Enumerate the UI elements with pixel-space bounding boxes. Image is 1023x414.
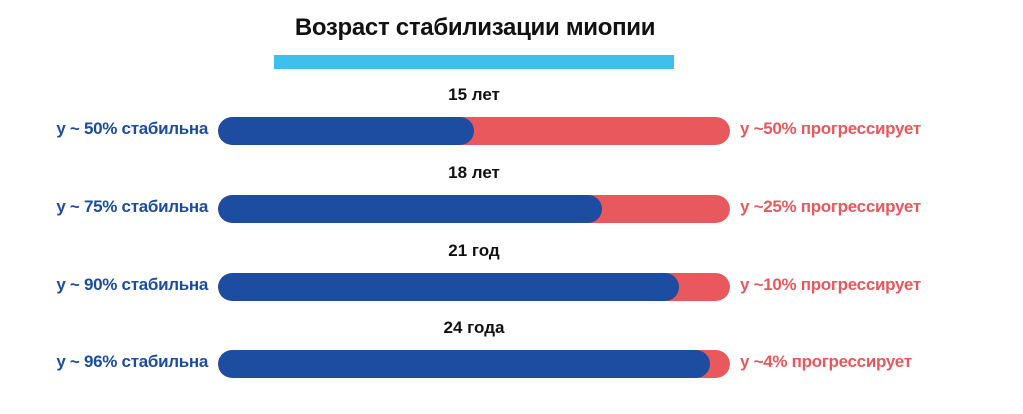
progress-label: у ~10% прогрессирует xyxy=(740,275,921,294)
bar-row-15: 15 лет у ~ 50% стабильна у ~50% прогресс… xyxy=(0,85,1023,165)
stable-segment xyxy=(218,350,710,378)
chart-title: Возраст стабилизации миопии xyxy=(294,14,656,41)
stable-segment xyxy=(218,195,602,223)
bar-row-24: 24 года у ~ 96% стабильна у ~4% прогресс… xyxy=(0,318,1023,398)
age-label: 24 года xyxy=(443,318,505,337)
progress-label: у ~25% прогрессирует xyxy=(740,197,921,216)
progress-label: у ~50% прогрессирует xyxy=(740,119,921,138)
age-label: 21 год xyxy=(448,241,500,260)
stable-label: у ~ 75% стабильна xyxy=(56,197,208,216)
stable-label: у ~ 96% стабильна xyxy=(56,352,208,371)
bar-row-18: 18 лет у ~ 75% стабильна у ~25% прогресс… xyxy=(0,163,1023,243)
stable-segment xyxy=(218,273,679,301)
stable-label: у ~ 90% стабильна xyxy=(56,275,208,294)
stable-label: у ~ 50% стабильна xyxy=(56,119,208,138)
age-label: 15 лет xyxy=(448,85,500,104)
stacked-bar xyxy=(218,273,730,301)
progress-label: у ~4% прогрессирует xyxy=(740,352,912,371)
bar-row-21: 21 год у ~ 90% стабильна у ~10% прогресс… xyxy=(0,241,1023,321)
stacked-bar xyxy=(218,195,730,223)
age-label: 18 лет xyxy=(448,163,500,182)
stacked-bar xyxy=(218,350,730,378)
stacked-bar xyxy=(218,117,730,145)
stable-segment xyxy=(218,117,474,145)
title-underline xyxy=(274,55,674,69)
